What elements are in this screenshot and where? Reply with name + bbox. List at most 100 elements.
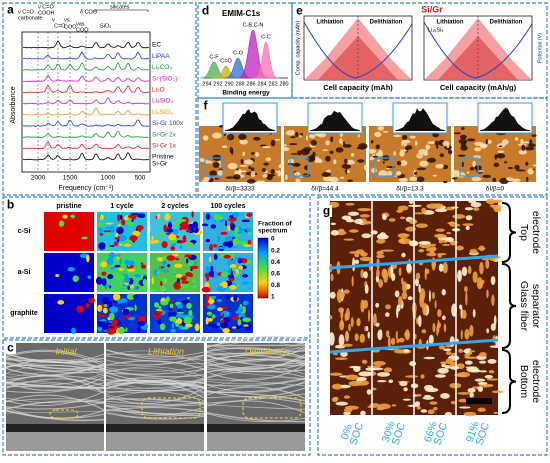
- texture: [222, 281, 228, 288]
- texture: [289, 143, 298, 145]
- texture: [531, 134, 536, 137]
- texture: [487, 359, 496, 364]
- brace: [502, 203, 516, 262]
- texture: [185, 242, 194, 247]
- texture: [237, 319, 241, 326]
- texture: [263, 162, 269, 165]
- texture: [120, 298, 127, 302]
- texture: [365, 368, 375, 371]
- texture: [358, 143, 367, 149]
- texture: [208, 271, 214, 277]
- texture: [214, 178, 219, 180]
- texture: [206, 266, 210, 274]
- texture: [130, 285, 134, 289]
- texture: [168, 234, 176, 241]
- texture: [116, 255, 121, 257]
- texture: [278, 170, 281, 176]
- texture: [417, 176, 425, 182]
- texture: [474, 142, 484, 146]
- texture: [361, 233, 371, 238]
- texture: [460, 135, 467, 140]
- texture: [156, 272, 160, 274]
- texture: [358, 134, 360, 137]
- texture: [118, 327, 125, 334]
- texture: [365, 284, 369, 294]
- legend-entry: Li₂SiO₃: [152, 109, 173, 116]
- texture: [345, 375, 358, 380]
- texture: [452, 214, 465, 219]
- texture: [182, 300, 190, 303]
- colorbar-title: spectrum: [258, 228, 287, 235]
- texture: [177, 312, 185, 314]
- texture: [363, 271, 368, 278]
- texture: [134, 274, 140, 277]
- texture: [448, 150, 452, 155]
- legend-entry: Si (SiO₂): [152, 75, 177, 82]
- legend-entry: Si-Gr 1x: [152, 143, 177, 150]
- texture: [479, 352, 487, 357]
- legend-entry: Si-Gr 2x: [152, 131, 177, 138]
- texture: [442, 315, 446, 320]
- texture: [118, 276, 121, 284]
- texture: [473, 309, 476, 318]
- texture: [339, 320, 344, 331]
- texture: [241, 159, 244, 164]
- texture: [242, 152, 245, 156]
- texture: [96, 277, 102, 285]
- texture: [496, 153, 505, 158]
- texture: [454, 132, 461, 134]
- texture: [203, 135, 209, 140]
- texture: [442, 244, 450, 246]
- x-tick-label: 2000: [31, 175, 46, 182]
- colorbar-tick: 0.2: [271, 247, 280, 254]
- electrode-layer: [6, 424, 104, 432]
- texture: [349, 229, 359, 233]
- texture: [233, 238, 238, 244]
- texture: [97, 227, 103, 232]
- texture: [122, 242, 126, 246]
- texture: [217, 322, 221, 326]
- texture: [435, 164, 444, 169]
- texture: [348, 381, 361, 386]
- texture: [377, 380, 387, 382]
- texture: [186, 259, 188, 264]
- texture: [226, 295, 229, 299]
- texture: [450, 336, 455, 347]
- texture: [330, 292, 336, 299]
- texture: [526, 177, 528, 182]
- texture: [120, 215, 123, 220]
- texture: [174, 264, 182, 268]
- texture: [508, 167, 513, 169]
- texture: [138, 213, 145, 218]
- texture: [329, 315, 332, 319]
- texture: [331, 223, 336, 226]
- texture: [220, 322, 227, 329]
- texture: [351, 153, 354, 157]
- texture: [420, 374, 424, 378]
- texture: [245, 323, 252, 331]
- texture: [210, 224, 216, 228]
- texture: [119, 235, 127, 241]
- tag: Delithiation: [370, 20, 403, 26]
- texture: [378, 404, 391, 410]
- texture: [236, 311, 239, 314]
- texture: [225, 220, 227, 226]
- texture: [440, 153, 444, 157]
- texture: [170, 304, 174, 309]
- texture: [492, 178, 496, 182]
- texture: [133, 295, 138, 299]
- texture: [486, 378, 498, 380]
- texture: [432, 292, 435, 299]
- texture: [367, 149, 376, 154]
- texture: [442, 289, 446, 295]
- texture: [217, 245, 219, 251]
- column-header: 100 cycles: [210, 203, 245, 210]
- x-axis-label: Cell capacity (mAh): [323, 83, 393, 92]
- texture: [439, 345, 446, 349]
- texture: [385, 312, 389, 317]
- x-tick-label: 500: [135, 175, 146, 182]
- texture: [241, 170, 247, 172]
- texture: [494, 207, 502, 213]
- texture: [358, 371, 372, 376]
- texture: [340, 177, 344, 179]
